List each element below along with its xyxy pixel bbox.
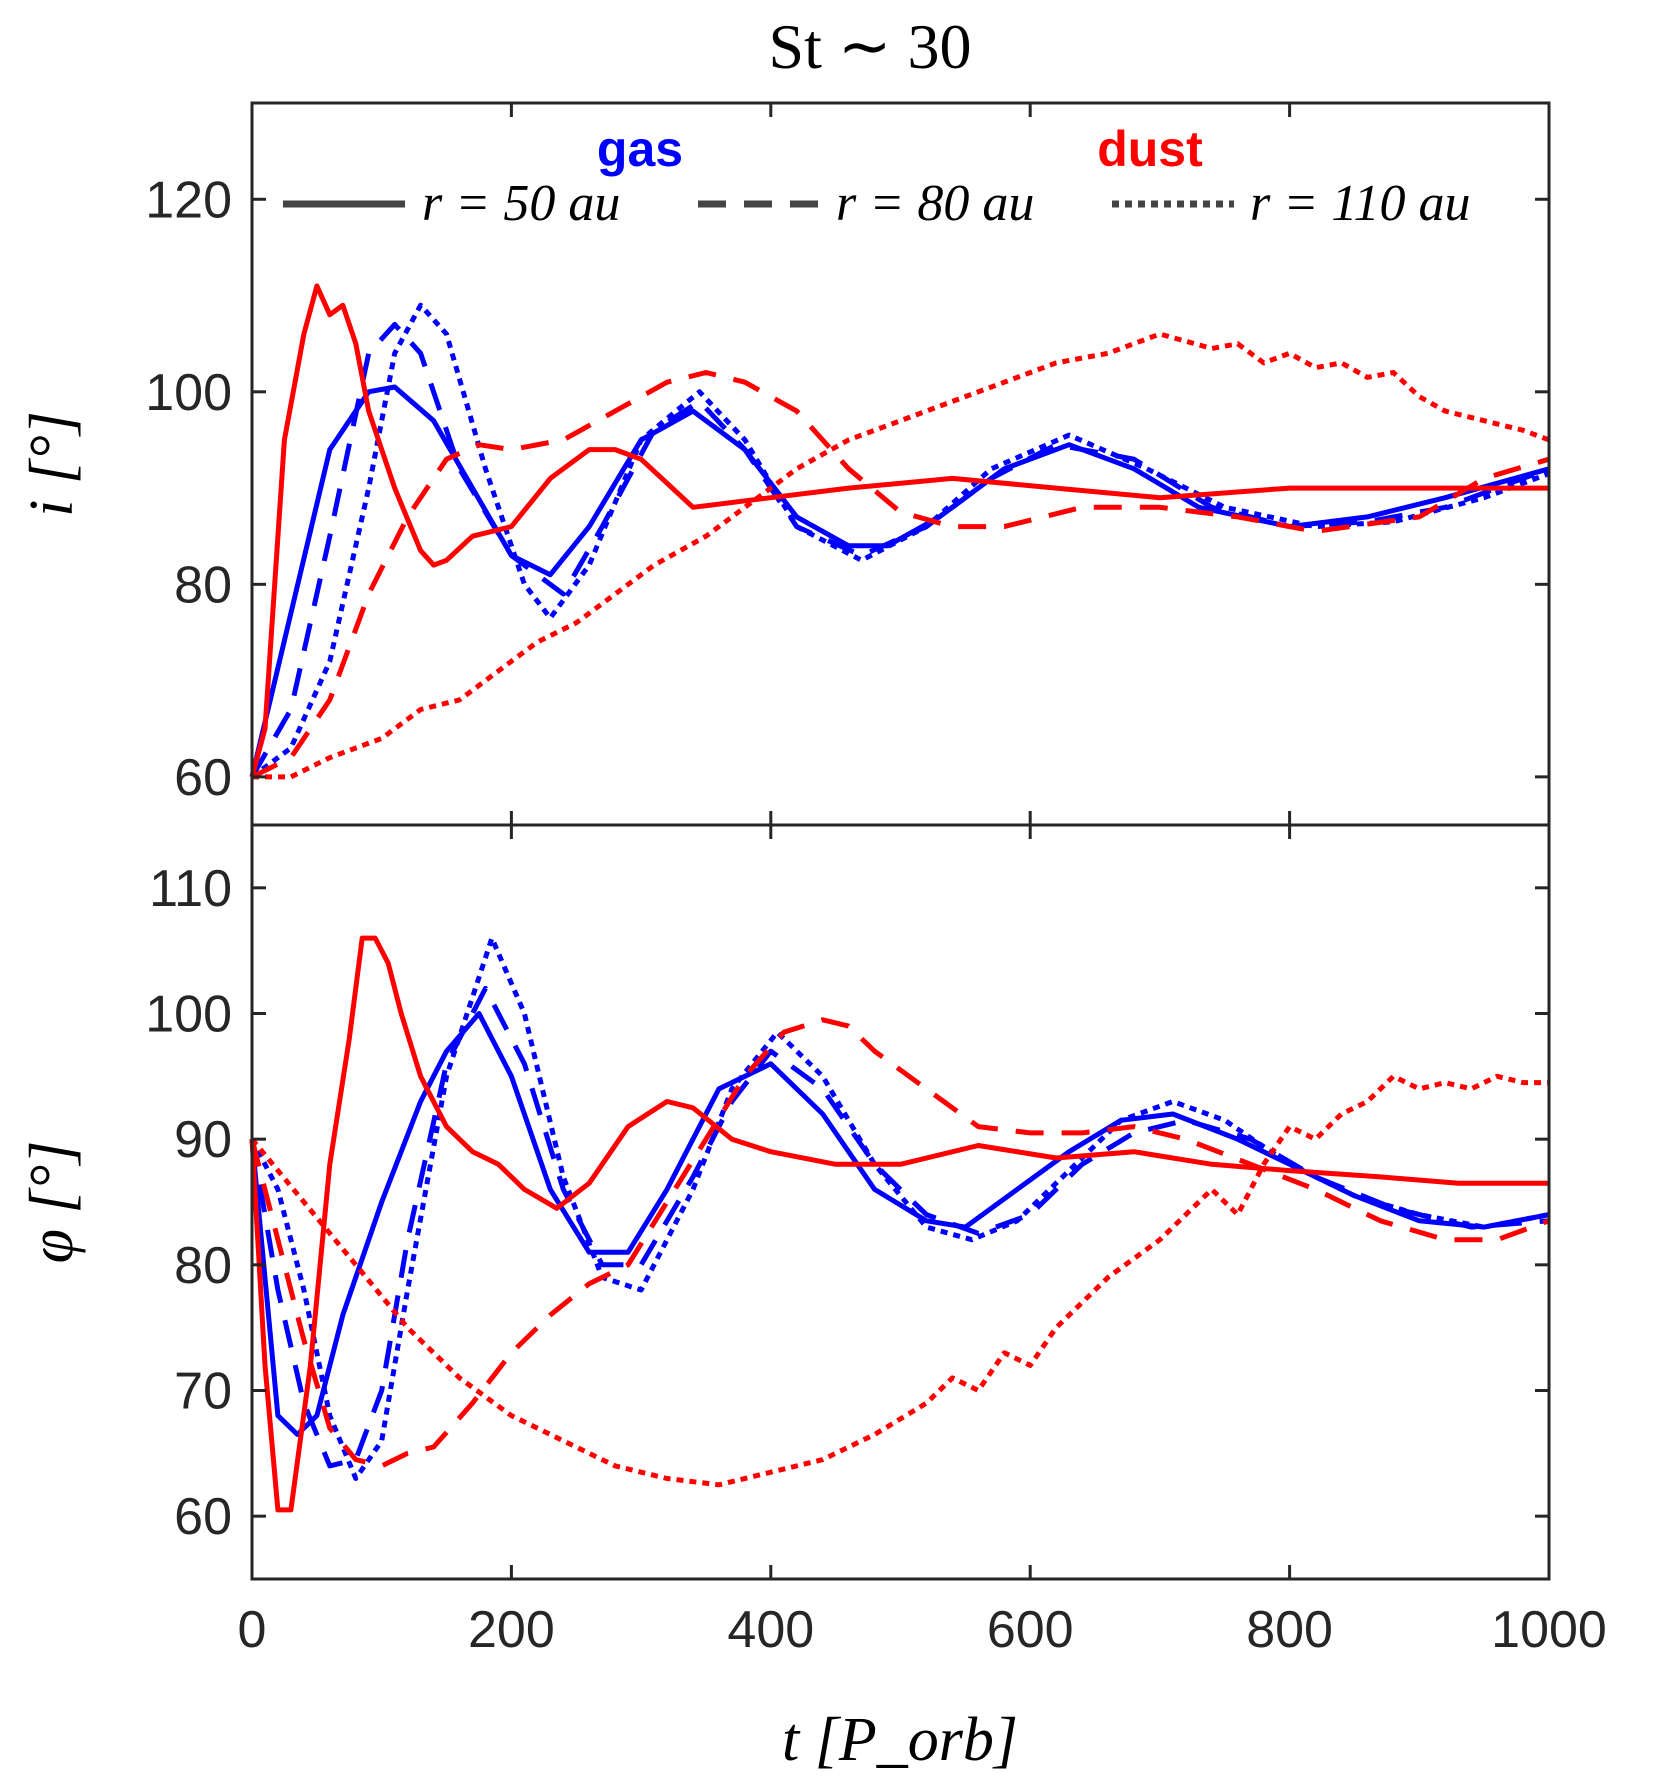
x-tick-label: 800 bbox=[1246, 1601, 1333, 1659]
top-series-dust-solid bbox=[249, 283, 1549, 778]
bottom-series-dust-solid bbox=[249, 935, 1549, 1513]
legend-dust-label: dust bbox=[1097, 121, 1203, 177]
bottom-series-gas-dashed bbox=[249, 985, 1550, 1469]
y-tick-label: 80 bbox=[174, 556, 232, 614]
y-tick-label: 90 bbox=[174, 1111, 232, 1169]
y-tick-label: 60 bbox=[174, 1488, 232, 1546]
bottom-series-gas-solid bbox=[249, 1011, 1550, 1437]
top-y-axis-label: i [°] bbox=[18, 411, 86, 517]
bottom-series-dust-dashed bbox=[249, 1017, 1550, 1469]
x-tick-label: 400 bbox=[727, 1601, 814, 1659]
bottom-series-gas-dotted bbox=[249, 935, 1550, 1481]
top-series-gas-solid bbox=[249, 384, 1550, 778]
legend: gas dust r = 50 au r = 80 au r = 110 au bbox=[283, 121, 1470, 232]
top-axis-ticks: 60 80 100 120 bbox=[145, 103, 1551, 825]
y-tick-label: 70 bbox=[174, 1363, 232, 1421]
x-tick-label: 0 bbox=[238, 1601, 267, 1659]
x-axis-label: t [P_orb] bbox=[782, 1706, 1018, 1774]
bottom-y-axis-label: φ [°] bbox=[18, 1141, 86, 1264]
legend-entry-r50: r = 50 au bbox=[422, 175, 620, 232]
x-tick-label: 200 bbox=[468, 1601, 555, 1659]
bottom-series-dust-dotted bbox=[250, 1073, 1549, 1488]
top-series-gas-dotted bbox=[250, 302, 1550, 779]
y-tick-label: 120 bbox=[145, 171, 232, 229]
top-series-dust-dashed bbox=[250, 370, 1550, 780]
x-tick-label: 600 bbox=[987, 1601, 1074, 1659]
y-tick-label: 100 bbox=[145, 986, 232, 1044]
y-tick-label: 110 bbox=[149, 860, 232, 918]
bottom-panel: 60 70 80 90 100 110 0 200 400 600 800 1000 φ [°] t … bbox=[18, 823, 1607, 1774]
top-series-gas-dashed bbox=[249, 321, 1550, 779]
top-plot-lines bbox=[249, 283, 1550, 780]
top-series-dust-dotted bbox=[252, 331, 1550, 780]
legend-gas-label: gas bbox=[597, 121, 683, 177]
chart-title: St ∼ 30 bbox=[769, 11, 972, 82]
legend-entry-r110: r = 110 au bbox=[1250, 175, 1470, 232]
y-tick-label: 100 bbox=[145, 364, 232, 422]
x-tick-label: 1000 bbox=[1491, 1601, 1607, 1659]
y-tick-label: 80 bbox=[174, 1237, 232, 1295]
top-panel: 60 80 100 120 i [°] bbox=[18, 101, 1551, 827]
bottom-plot-lines bbox=[249, 935, 1550, 1513]
bottom-axis-ticks: 60 70 80 90 100 110 0 200 400 600 800 1000 bbox=[145, 825, 1607, 1659]
legend-entry-r80: r = 80 au bbox=[836, 175, 1034, 232]
bottom-plot-frame bbox=[250, 823, 1551, 1581]
y-tick-label: 60 bbox=[174, 749, 232, 807]
